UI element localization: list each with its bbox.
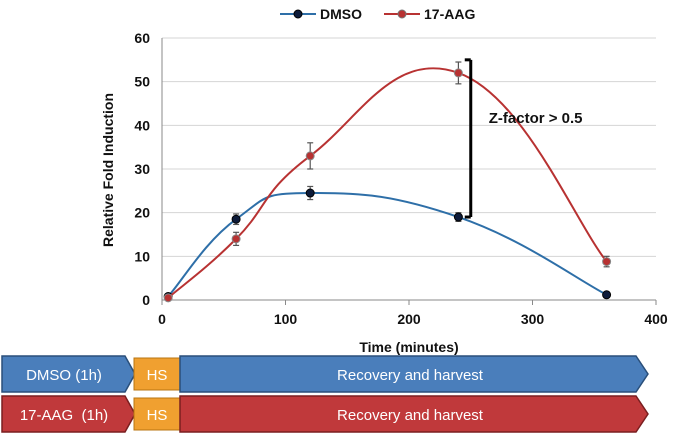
data-point-dmso-240 — [453, 212, 463, 222]
timeline-17aag-recovery-label: Recovery and harvest — [337, 407, 484, 424]
timeline-dmso-hs-label: HS — [147, 367, 168, 384]
x-axis-title: Time (minutes) — [359, 339, 458, 355]
legend-item-17aag: 17-AAG — [384, 6, 475, 22]
y-tick-label-50: 50 — [134, 74, 150, 90]
y-tick-label-60: 60 — [134, 30, 150, 46]
data-point-17aag-120 — [305, 151, 315, 161]
x-tick-label-100: 100 — [274, 311, 298, 327]
y-tick-label-20: 20 — [134, 205, 150, 221]
legend-marker-dmso — [293, 9, 303, 19]
timeline-17aag-treatment-label: 17-AAG (1h) — [20, 407, 108, 424]
series-17aag — [163, 61, 612, 303]
timeline-dmso-treatment-arrow — [1, 355, 136, 393]
timeline-17aag-hs-label: HS — [147, 407, 168, 424]
timeline-17aag-hs-box — [133, 397, 181, 431]
timeline-dmso: DMSO (1h) HS Recovery and harvest — [1, 355, 649, 393]
x-tick-label-300: 300 — [521, 311, 545, 327]
y-tick-label-10: 10 — [134, 248, 150, 264]
data-point-dmso-120 — [305, 188, 315, 198]
legend-label-dmso: DMSO — [320, 6, 362, 22]
zfactor-label: Z-factor > 0.5 — [489, 110, 583, 127]
x-tick-label-0: 0 — [158, 311, 166, 327]
timeline-dmso-treatment-label: DMSO (1h) — [26, 367, 102, 384]
annotation-layer: Z-factor > 0.5 — [464, 58, 583, 219]
series-dmso — [163, 185, 612, 302]
series-line-dmso — [167, 191, 608, 298]
data-point-dmso-60 — [231, 214, 241, 224]
legend: DMSO 17-AAG — [280, 6, 475, 22]
timeline-dmso-recovery-arrow — [179, 355, 649, 393]
series-layer — [163, 61, 612, 303]
y-tick-label-40: 40 — [134, 117, 150, 133]
data-point-17aag-240 — [453, 68, 463, 78]
timeline-17aag-recovery-arrow — [179, 395, 649, 433]
y-tick-label-30: 30 — [134, 161, 150, 177]
y-tick-label-0: 0 — [142, 292, 150, 308]
data-point-dmso-360 — [602, 290, 612, 300]
annotation-zfactor: Z-factor > 0.5 — [464, 58, 583, 219]
timeline-17aag-treatment-arrow — [1, 395, 136, 433]
legend-item-dmso: DMSO — [280, 6, 362, 22]
gridlines — [162, 37, 656, 301]
data-point-17aag-60 — [231, 234, 241, 244]
y-axis-title: Relative Fold Induction — [100, 93, 116, 247]
x-tick-label-200: 200 — [397, 311, 421, 327]
timeline-dmso-recovery-label: Recovery and harvest — [337, 367, 484, 384]
y-axis-ticks: 0 10 20 30 40 50 60 — [134, 30, 150, 308]
data-point-17aag-360 — [602, 257, 612, 267]
x-axis-ticks: 0 100 200 300 400 — [158, 300, 668, 327]
legend-marker-17aag — [397, 9, 407, 19]
series-line-17aag — [167, 67, 608, 299]
timeline-17aag: 17-AAG (1h) HS Recovery and harvest — [1, 395, 649, 433]
legend-label-17aag: 17-AAG — [424, 6, 475, 22]
timeline-dmso-hs-box — [133, 357, 181, 391]
data-point-17aag-5 — [163, 293, 173, 303]
x-tick-label-400: 400 — [644, 311, 668, 327]
